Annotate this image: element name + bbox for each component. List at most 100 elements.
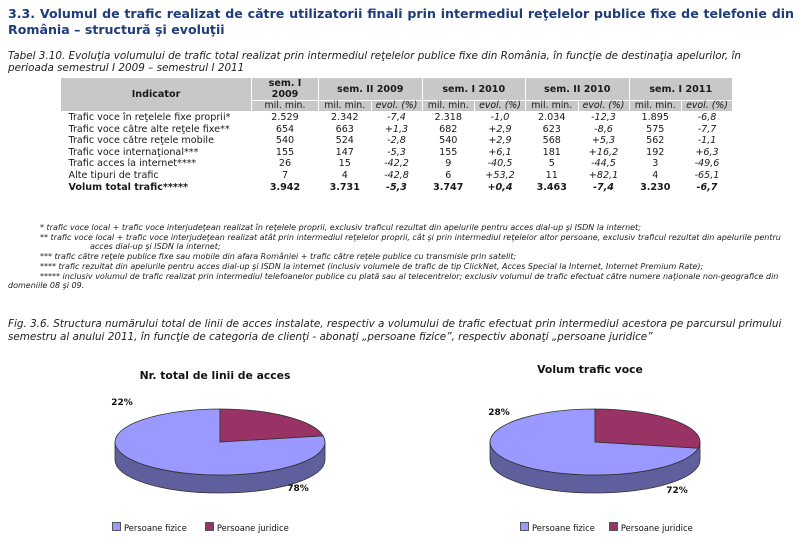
evol-cell: -42,2 xyxy=(384,158,409,170)
slice-label: 72% xyxy=(666,486,688,496)
row-label: Alte tipuri de trafic xyxy=(68,169,159,181)
row-label: Trafic voce către reţele mobile xyxy=(68,135,214,147)
period-header: sem. I 2010 xyxy=(421,77,526,101)
evol-cell: -42,8 xyxy=(384,169,409,181)
table-row: Trafic voce în reţelele fixe proprii* 2.5… xyxy=(61,112,733,124)
value-cell: 562 xyxy=(646,135,665,147)
value-cell: 26 xyxy=(278,158,292,170)
unit-header: mil. min. xyxy=(251,100,319,112)
legend-item: Persoane juridice xyxy=(204,522,289,533)
evol-cell: -8,6 xyxy=(594,123,613,135)
note: domeniile 08 şi 09. xyxy=(8,281,85,291)
evol-cell: +16,2 xyxy=(588,146,619,158)
evol-cell: +2,9 xyxy=(488,135,512,147)
value-cell: 568 xyxy=(542,135,561,147)
evol-cell: -7,7 xyxy=(697,123,717,135)
period-header: sem. II 2009 xyxy=(318,77,423,101)
value-cell: 2.034 xyxy=(538,112,566,123)
legend-item: Persoane fizice xyxy=(112,522,187,533)
period-header: sem. I 2011 xyxy=(628,77,733,101)
evol-header: evol. (%) xyxy=(577,100,630,112)
legend-item: Persoane fizice xyxy=(520,522,595,533)
table-notes: * trafic voce local + trafic voce interj… xyxy=(8,223,790,291)
value-cell: 4 xyxy=(652,169,659,181)
legend-label: Persoane juridice xyxy=(216,523,289,533)
slice-label: 22% xyxy=(111,398,133,408)
value-cell: 192 xyxy=(646,146,665,158)
evol-cell: -7,4 xyxy=(593,181,614,193)
row-label: Volum total trafic***** xyxy=(68,181,189,193)
pie-slice-persoane-fizice xyxy=(489,408,699,476)
chart-legend: Persoane fizice Persoane juridice xyxy=(520,522,693,533)
evol-cell: -2,8 xyxy=(387,135,406,147)
value-cell: 663 xyxy=(335,123,354,135)
legend-item: Persoane juridice xyxy=(608,522,693,533)
evol-cell: -1,1 xyxy=(697,135,717,147)
slice-label: 28% xyxy=(488,408,510,418)
value-cell: 3.463 xyxy=(536,181,567,193)
value-cell: 654 xyxy=(275,123,295,135)
evol-cell: +5,3 xyxy=(591,135,616,147)
unit-header: mil. min. xyxy=(628,100,682,112)
table-row: Trafic acces la internet**** 26 15 -42,2 9 -4… xyxy=(61,158,733,170)
value-cell: 575 xyxy=(646,123,665,135)
unit-header: mil. min. xyxy=(318,100,372,112)
evol-cell: -49,6 xyxy=(694,158,720,170)
legend-label: Persoane fizice xyxy=(124,523,187,533)
value-cell: 7 xyxy=(281,169,289,181)
pie-chart-traffic: Volum trafic voce 72% 28% Persoane fizice… xyxy=(465,355,775,540)
evol-header: evol. (%) xyxy=(681,100,733,112)
pie-slice-persoane-juridice xyxy=(594,408,701,449)
section-heading: 3.3. Volumul de trafic realizat de către… xyxy=(8,6,794,37)
value-cell: 5 xyxy=(548,158,555,170)
value-cell: 1.895 xyxy=(641,112,669,123)
table-caption: Tabel 3.10. Evoluţia volumului de trafic… xyxy=(8,50,741,74)
value-cell: 3.942 xyxy=(269,181,301,193)
unit-header: mil. min. xyxy=(525,100,579,112)
evol-header: evol. (%) xyxy=(370,100,423,112)
evol-cell: +53,2 xyxy=(485,169,515,181)
legend-label: Persoane fizice xyxy=(532,523,595,533)
evol-cell: +6,3 xyxy=(695,146,719,158)
note: *** trafic către reţele publice fixe sau… xyxy=(40,252,517,262)
note: acces dial-up şi ISDN la internet; xyxy=(90,242,221,252)
evol-header: evol. (%) xyxy=(474,100,526,112)
evol-cell: -6,8 xyxy=(697,112,717,123)
value-cell: 15 xyxy=(338,158,351,170)
evol-cell: -5,3 xyxy=(387,146,406,158)
evol-cell: +6,1 xyxy=(488,146,512,158)
value-cell: 2.342 xyxy=(331,112,359,123)
pie-slice-persoane-juridice xyxy=(219,408,324,443)
value-cell: 623 xyxy=(542,123,561,135)
value-cell: 181 xyxy=(542,146,561,158)
period-header: sem. II 2010 xyxy=(525,77,630,101)
row-label: Trafic acces la internet**** xyxy=(68,158,197,170)
evol-cell: +1,3 xyxy=(384,123,409,135)
slice-label: 78% xyxy=(287,484,309,494)
value-cell: 2.318 xyxy=(434,112,462,123)
value-cell: 3.731 xyxy=(329,181,360,193)
value-cell: 11 xyxy=(545,169,558,181)
pie-chart-lines: Nr. total de linii de acces 78% 22% Perso… xyxy=(60,355,370,540)
value-cell: 9 xyxy=(445,158,452,170)
pie-plot: 72% 28% xyxy=(488,408,701,496)
evol-cell: -6,7 xyxy=(696,181,718,193)
period-header: sem. I 2009 xyxy=(251,77,319,101)
evol-cell: +82,1 xyxy=(588,169,619,181)
legend-label: Persoane juridice xyxy=(620,523,693,533)
value-cell: 4 xyxy=(341,169,348,181)
legend-swatch xyxy=(204,522,214,531)
value-cell: 155 xyxy=(275,146,295,158)
evol-cell: -5,3 xyxy=(386,181,407,193)
legend-swatch xyxy=(608,522,618,531)
chart-title: Volum trafic voce xyxy=(537,363,643,376)
legend-swatch xyxy=(112,522,121,531)
chart-legend: Persoane fizice Persoane juridice xyxy=(112,522,289,533)
table-row: Alte tipuri de trafic 7 4 -42,8 6 +53,2 11 +82,… xyxy=(61,170,733,182)
table-row: Trafic voce către alte reţele fixe** 654 6… xyxy=(61,124,733,136)
figure-caption: Fig. 3.6. Structura numărului total de l… xyxy=(8,318,782,343)
indicator-header: Indicator xyxy=(60,77,252,112)
evol-cell: -1,0 xyxy=(490,112,510,123)
value-cell: 682 xyxy=(439,123,458,135)
table-row: Trafic voce internaţional*** 155 147 -5,3 15… xyxy=(61,147,733,159)
